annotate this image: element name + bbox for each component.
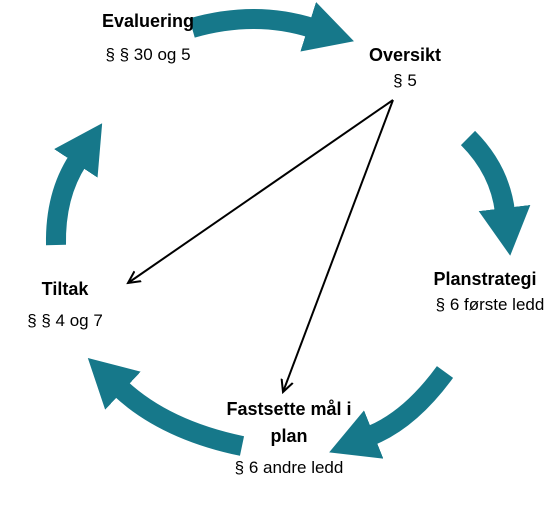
cycle-arrow <box>45 123 103 246</box>
node-label: Fastsette mål i plan <box>226 399 352 446</box>
cycle-arrow <box>189 2 354 52</box>
node-sublabel: § § 4 og 7 <box>27 311 103 330</box>
cycle-arrows <box>45 2 531 459</box>
cycle-arrow <box>460 130 531 256</box>
node: Oversikt § 5 <box>345 42 465 93</box>
node-sublabel: § 6 første ledd <box>435 295 545 314</box>
node-label: Planstrategi <box>433 269 537 289</box>
node: Fastsette mål i plan § 6 andre ledd <box>214 396 364 480</box>
node-sublabel: § 6 andre ledd <box>234 458 344 477</box>
link-arrow <box>283 99 394 392</box>
node: Evaluering § § 30 og 5 <box>78 8 218 67</box>
node-sublabel: § 5 <box>393 71 417 90</box>
node-label: Tiltak <box>41 279 89 299</box>
cycle-arrow <box>329 366 454 459</box>
cycle-arrow <box>87 357 245 456</box>
node-label: Evaluering <box>101 11 195 31</box>
link-arrow <box>128 99 394 283</box>
node: Planstrategi § 6 første ledd <box>415 266 555 317</box>
link-arrows <box>128 99 394 392</box>
node-label: Oversikt <box>368 45 442 65</box>
node: Tiltak § § 4 og 7 <box>0 276 130 333</box>
node-sublabel: § § 30 og 5 <box>105 45 191 64</box>
